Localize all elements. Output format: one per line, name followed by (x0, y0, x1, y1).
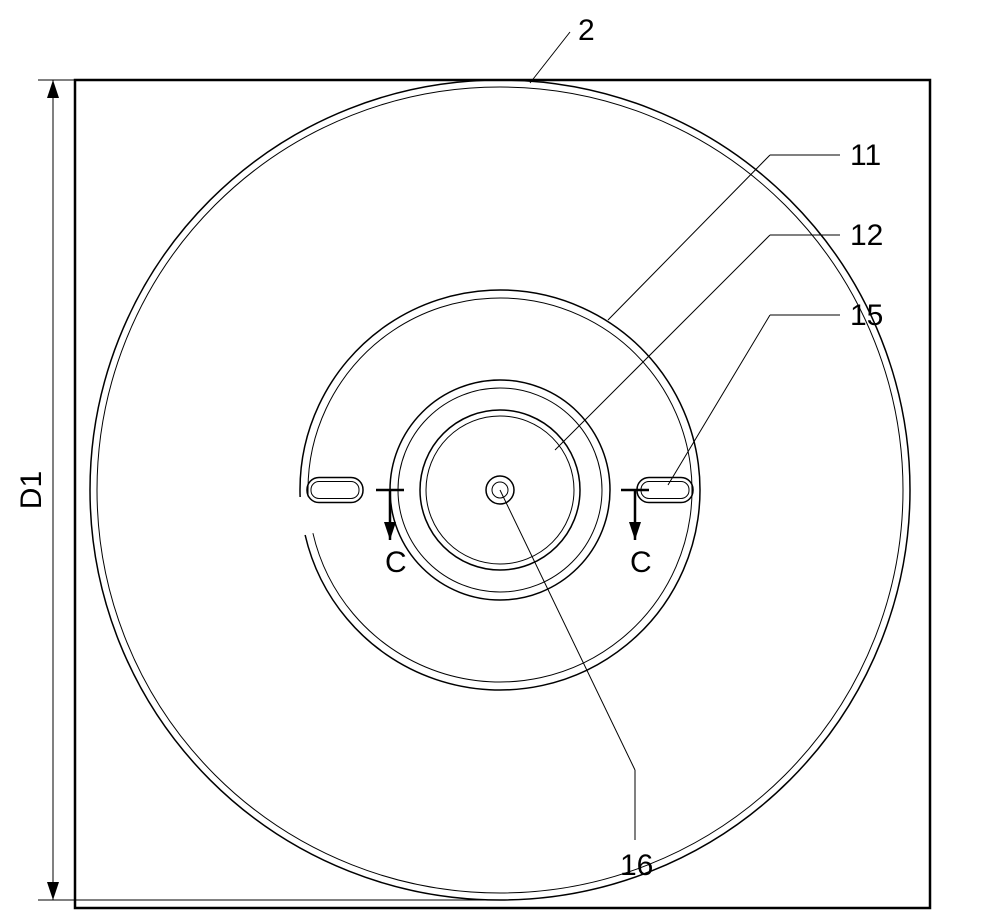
callout-label-12: 12 (850, 219, 883, 252)
callout-label-15: 15 (850, 299, 883, 332)
dim-label: D1 (15, 471, 48, 509)
callout-2: 2 (530, 14, 595, 83)
drawing-frame (75, 80, 930, 908)
section-label: C (630, 546, 652, 579)
callout-15: 15 (668, 299, 883, 485)
section-label: C (385, 546, 407, 579)
callout-label-16: 16 (620, 849, 653, 882)
callout-label-2: 2 (578, 14, 595, 47)
callout-11: 11 (608, 139, 881, 320)
callout-label-11: 11 (850, 139, 881, 172)
